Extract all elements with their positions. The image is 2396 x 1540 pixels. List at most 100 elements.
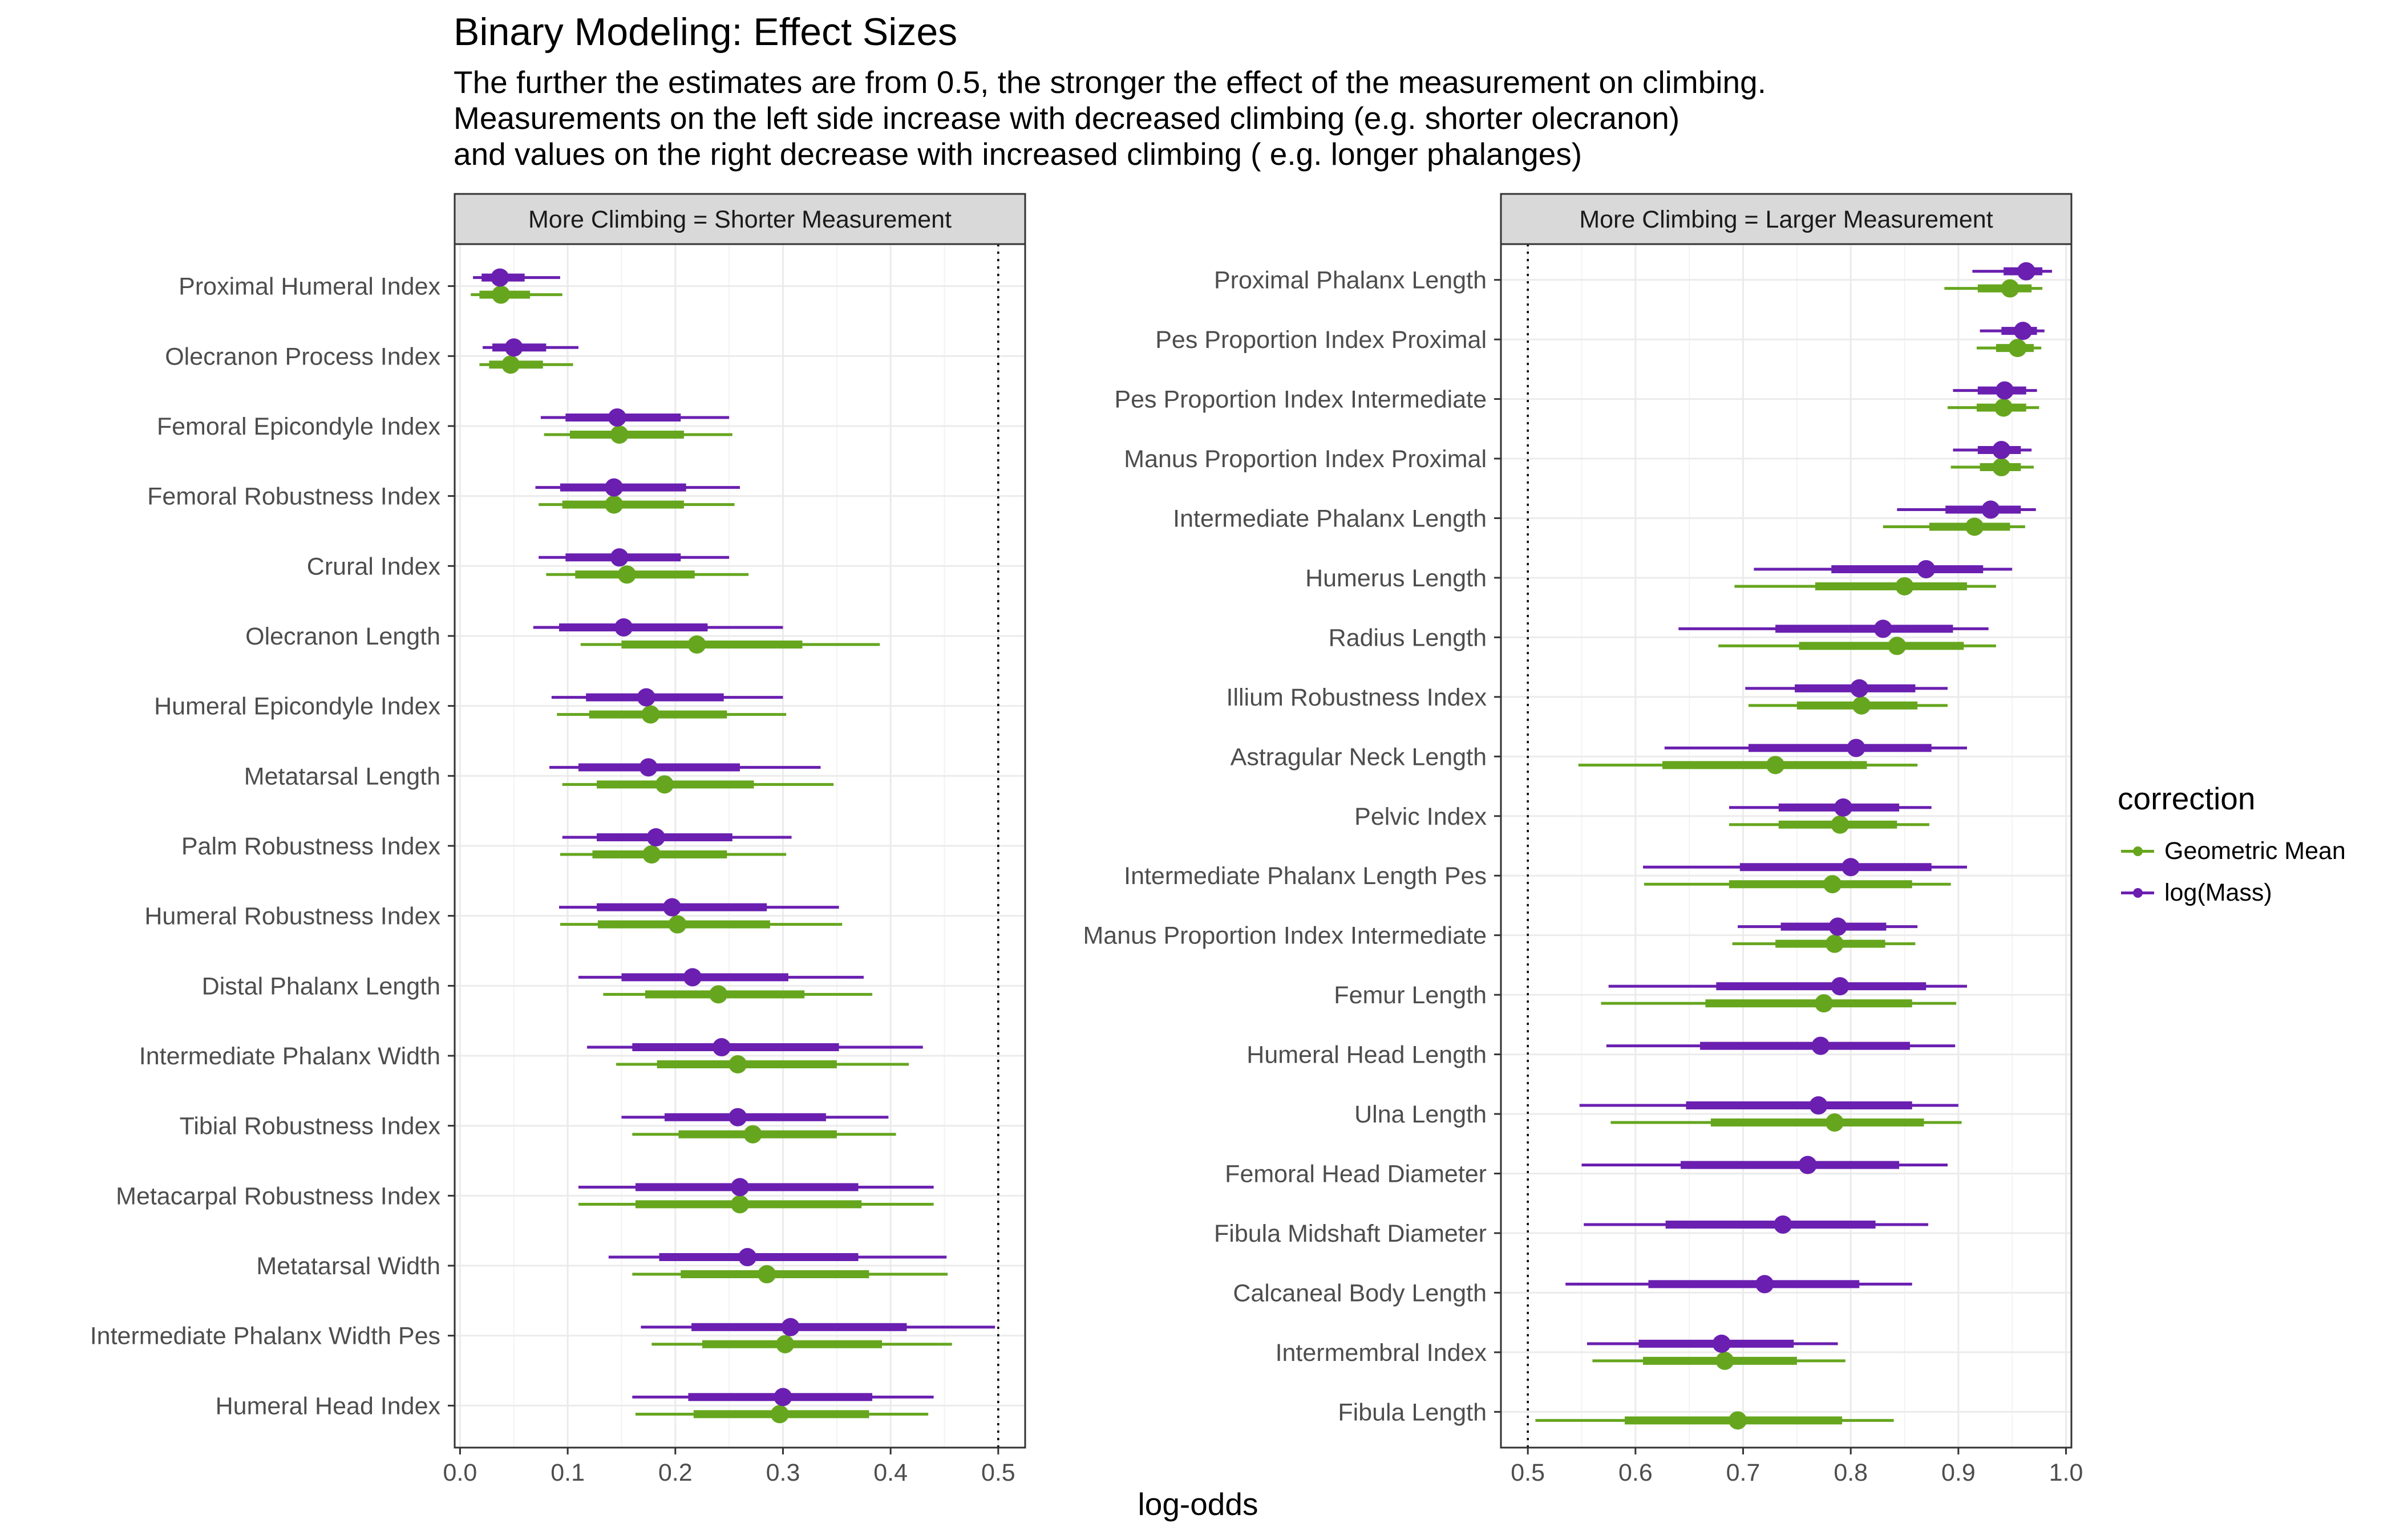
- y-tick-label: Tibial Robustness Index: [180, 1113, 441, 1140]
- x-tick-label: 0.6: [1618, 1459, 1653, 1486]
- legend-item-geometric-mean: Geometric Mean: [2118, 834, 2346, 868]
- subtitle-line-1: The further the estimates are from 0.5, …: [454, 64, 1766, 100]
- geometric-mean-point-estimate: [776, 1335, 795, 1353]
- y-tick-label: Femur Length: [1334, 982, 1487, 1009]
- row-metatarsal-length: [549, 758, 834, 794]
- y-tick-label: Pelvic Index: [1354, 803, 1487, 830]
- y-tick-label: Proximal Humeral Index: [179, 273, 440, 301]
- geometric-mean-point-estimate: [1825, 934, 1844, 953]
- row-femur-length: [1601, 977, 1967, 1013]
- log-mass-point-estimate: [605, 478, 624, 497]
- geometric-mean-point-estimate: [605, 495, 624, 514]
- row-metacarpal-robustness-index: [578, 1178, 934, 1214]
- y-tick-label: Intermembral Index: [1276, 1339, 1487, 1367]
- row-metatarsal-width: [608, 1248, 948, 1284]
- y-tick-label: Manus Proportion Index Proximal: [1124, 445, 1487, 473]
- row-tibial-robustness-index: [621, 1108, 896, 1144]
- geometric-mean-point-estimate: [1715, 1351, 1734, 1370]
- log-mass-point-estimate: [781, 1318, 800, 1336]
- panel-background: [1501, 244, 2071, 1448]
- log-mass-point-estimate: [1981, 500, 2000, 519]
- geometric-mean-point-estimate: [709, 985, 728, 1004]
- geometric-mean-point-estimate: [492, 285, 511, 304]
- log-mass-point-estimate: [712, 1038, 731, 1057]
- row-crural-index: [539, 548, 749, 584]
- row-ulna-length: [1579, 1096, 1962, 1132]
- subtitle-line-3: and values on the right decrease with in…: [454, 136, 1583, 172]
- geometric-mean-point-estimate: [758, 1265, 776, 1284]
- y-tick-label: Pes Proportion Index Intermediate: [1114, 386, 1487, 414]
- y-tick-label: Humerus Length: [1305, 565, 1487, 592]
- row-calcaneal-body-length: [1565, 1275, 1912, 1294]
- facet-strip-label: More Climbing = Shorter Measurement: [528, 206, 952, 233]
- row-illium-robustness-index: [1745, 679, 1948, 715]
- legend-key-geometric-mean: [2118, 834, 2158, 868]
- x-tick-label: 0.0: [443, 1459, 477, 1486]
- log-mass-point-estimate: [1811, 1036, 1830, 1055]
- log-mass-point-estimate: [614, 618, 633, 637]
- row-fibula-midshaft-diameter: [1584, 1215, 1929, 1234]
- y-tick-label: Femoral Head Diameter: [1225, 1161, 1487, 1188]
- row-humeral-head-length: [1606, 1036, 1956, 1055]
- legend-label-log-mass: log(Mass): [2164, 878, 2272, 906]
- y-tick-label: Humeral Head Length: [1246, 1041, 1487, 1069]
- row-pes-proportion-index-proximal: [1976, 322, 2045, 358]
- geometric-mean-point-estimate: [617, 565, 636, 584]
- log-mass-point-estimate: [774, 1388, 792, 1407]
- log-mass-point-estimate: [1834, 798, 1852, 817]
- y-tick-label: Ulna Length: [1354, 1101, 1487, 1128]
- x-tick-label: 0.3: [766, 1459, 800, 1486]
- row-astragular-neck-length: [1578, 739, 1967, 775]
- log-mass-point-estimate: [1774, 1215, 1792, 1234]
- facet-strip: [454, 193, 1026, 245]
- row-fibula-length: [1535, 1411, 1894, 1430]
- y-tick-label: Illium Robustness Index: [1227, 684, 1487, 711]
- log-mass-point-estimate: [1841, 858, 1860, 877]
- row-femoral-robustness-index: [535, 478, 740, 514]
- geometric-mean-point-estimate: [2008, 339, 2027, 358]
- geometric-mean-point-estimate: [1888, 637, 1907, 655]
- geometric-mean-point-estimate: [728, 1055, 747, 1074]
- y-tick-label: Proximal Phalanx Length: [1214, 267, 1487, 294]
- facet-strip: [1500, 193, 2073, 245]
- row-humeral-robustness-index: [559, 898, 843, 934]
- y-tick-label: Intermediate Phalanx Width Pes: [90, 1323, 440, 1350]
- row-olecranon-process-index: [479, 338, 578, 374]
- geometric-mean-point-estimate: [687, 635, 706, 654]
- y-tick-label: Femoral Robustness Index: [147, 483, 440, 510]
- geometric-mean-point-estimate: [1729, 1411, 1747, 1430]
- x-tick-label: 0.2: [658, 1459, 693, 1486]
- x-tick-label: 0.1: [551, 1459, 585, 1486]
- row-proximal-phalanx-length: [1944, 262, 2053, 298]
- y-tick-label: Distal Phalanx Length: [202, 972, 440, 1000]
- log-mass-point-estimate: [728, 1108, 747, 1126]
- log-mass-point-estimate: [2017, 262, 2035, 281]
- geometric-mean-point-estimate: [743, 1125, 762, 1144]
- row-distal-phalanx-length: [578, 968, 873, 1004]
- row-manus-proportion-index-intermediate: [1732, 917, 1918, 953]
- row-palm-robustness-index: [560, 828, 792, 864]
- chart-title: Binary Modeling: Effect Sizes: [454, 10, 958, 54]
- y-tick-label: Intermediate Phalanx Length: [1173, 505, 1487, 532]
- geometric-mean-point-estimate: [731, 1195, 749, 1214]
- legend-title: correction: [2118, 781, 2256, 816]
- log-mass-point-estimate: [610, 548, 629, 567]
- row-manus-proportion-index-proximal: [1950, 441, 2034, 477]
- x-tick-label: 1.0: [2049, 1459, 2083, 1486]
- row-radius-length: [1678, 619, 1996, 655]
- subtitle-line-2: Measurements on the left side increase w…: [454, 100, 1680, 136]
- facet-strip-label: More Climbing = Larger Measurement: [1579, 206, 1993, 233]
- y-tick-label: Fibula Midshaft Diameter: [1214, 1220, 1487, 1247]
- geometric-mean-point-estimate: [1823, 875, 1842, 894]
- x-tick-label: 0.4: [873, 1459, 908, 1486]
- y-tick-label: Astragular Neck Length: [1231, 743, 1487, 771]
- legend-item-log-mass: log(Mass): [2118, 876, 2272, 910]
- log-mass-point-estimate: [1850, 679, 1869, 698]
- geometric-mean-point-estimate: [1965, 517, 1984, 536]
- row-intermembral-index: [1586, 1334, 1845, 1370]
- geometric-mean-point-estimate: [1825, 1113, 1844, 1132]
- y-tick-label: Olecranon Length: [245, 623, 440, 650]
- panel-2: Proximal Phalanx Length Pes Proportion In…: [1083, 193, 2083, 1486]
- y-tick-label: Humeral Epicondyle Index: [154, 693, 440, 720]
